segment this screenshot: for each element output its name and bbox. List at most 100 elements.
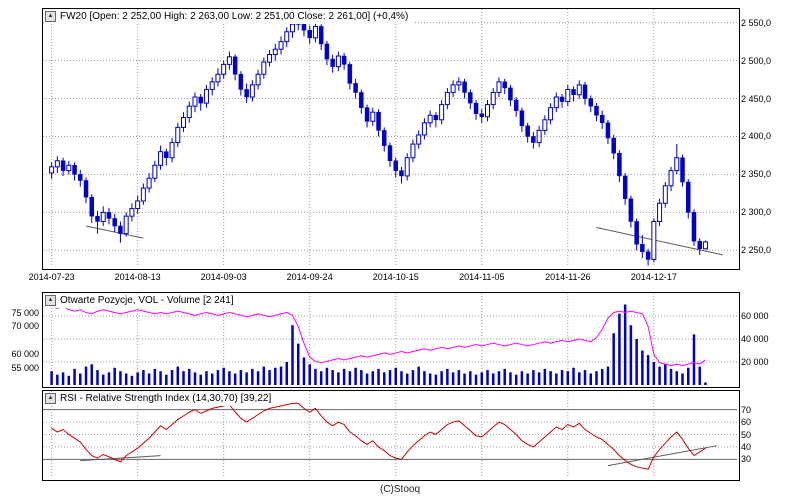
candle bbox=[565, 88, 571, 103]
date-axis-label: 2014-10-15 bbox=[372, 272, 419, 282]
volume-bar bbox=[84, 366, 88, 385]
open-interest-axis-label: 75 000 bbox=[11, 307, 39, 318]
volume-plot[interactable] bbox=[43, 293, 737, 385]
volume-bar bbox=[222, 367, 225, 385]
candle bbox=[164, 151, 169, 158]
volume-bar bbox=[210, 373, 214, 385]
candle bbox=[668, 170, 674, 187]
volume-panel-title: Otwarte Pozycje, VOL - Volume [2 241] bbox=[60, 295, 234, 306]
volume-bar bbox=[285, 362, 289, 385]
collapse-panel-icon[interactable]: ▲ bbox=[45, 393, 56, 404]
volume-bar bbox=[107, 372, 111, 385]
candle bbox=[576, 84, 582, 96]
volume-bar bbox=[159, 371, 162, 385]
candle bbox=[203, 88, 209, 104]
candle bbox=[370, 111, 376, 122]
volume-bar bbox=[486, 370, 489, 385]
price-plot[interactable] bbox=[43, 9, 737, 267]
volume-bar bbox=[314, 368, 317, 385]
candle bbox=[433, 114, 439, 121]
rsi-gridlines bbox=[43, 391, 737, 478]
volume-bar bbox=[652, 362, 656, 385]
volume-bar bbox=[532, 370, 535, 385]
candle bbox=[462, 81, 467, 93]
volume-bar bbox=[520, 371, 524, 385]
candle bbox=[634, 221, 639, 245]
candle bbox=[106, 212, 112, 219]
volume-bar bbox=[101, 374, 105, 385]
volume-gridlines bbox=[43, 293, 737, 385]
volume-bar bbox=[73, 368, 76, 385]
candle bbox=[347, 64, 353, 84]
rsi-line bbox=[51, 402, 706, 470]
candle bbox=[330, 58, 335, 67]
volume-bar bbox=[188, 368, 191, 385]
open-interest-axis-label: 70 000 bbox=[11, 321, 39, 332]
volume-bar bbox=[491, 373, 495, 385]
volume-bar bbox=[245, 372, 248, 385]
candle bbox=[548, 107, 554, 121]
volume-bar bbox=[537, 372, 541, 385]
candle bbox=[513, 99, 519, 111]
candle bbox=[215, 73, 221, 83]
candle bbox=[399, 170, 404, 177]
candle bbox=[393, 160, 398, 171]
volume-bar bbox=[400, 371, 403, 385]
volume-bar bbox=[193, 372, 197, 385]
candle bbox=[496, 81, 502, 93]
candle bbox=[192, 96, 198, 107]
volume-bar bbox=[572, 367, 575, 385]
volume-bar bbox=[308, 364, 311, 385]
volume-bar bbox=[56, 374, 59, 385]
open-interest-axis-label: 60 000 bbox=[11, 349, 39, 360]
candle bbox=[78, 174, 83, 181]
candle bbox=[49, 166, 55, 174]
candle bbox=[387, 145, 393, 162]
candle bbox=[473, 102, 479, 114]
date-axis-label: 2014-09-24 bbox=[286, 272, 333, 282]
candle bbox=[60, 160, 66, 171]
volume-bar bbox=[509, 372, 512, 385]
candle bbox=[181, 117, 187, 128]
volume-axis-label: 40 000 bbox=[741, 334, 769, 344]
candle bbox=[588, 98, 593, 107]
candle bbox=[605, 122, 611, 139]
candle bbox=[456, 81, 462, 86]
volume-bar bbox=[130, 375, 134, 385]
candle bbox=[186, 105, 192, 119]
volume-bar bbox=[348, 371, 352, 385]
candle bbox=[450, 84, 456, 93]
candle bbox=[359, 92, 364, 108]
candle bbox=[267, 54, 273, 63]
volume-bar bbox=[262, 366, 266, 385]
candle bbox=[158, 151, 164, 166]
candle bbox=[382, 130, 387, 146]
volume-bar bbox=[405, 373, 409, 385]
candle bbox=[594, 105, 599, 116]
candle bbox=[324, 43, 330, 60]
candle bbox=[89, 196, 95, 217]
rsi-plot[interactable] bbox=[43, 391, 737, 478]
rsi-axis-label: 60 bbox=[741, 417, 752, 428]
volume-bar bbox=[698, 366, 701, 385]
volume-bars bbox=[50, 304, 707, 385]
candle bbox=[95, 215, 100, 222]
candle bbox=[175, 126, 181, 144]
collapse-panel-icon[interactable]: ▲ bbox=[45, 295, 56, 306]
price-axis-label: 2 550,0 bbox=[741, 17, 772, 28]
volume-bar bbox=[354, 367, 357, 385]
price-panel-title: FW20 [Open: 2 252,00 High: 2 263,00 Low:… bbox=[60, 11, 409, 22]
volume-bar bbox=[228, 371, 231, 385]
candle bbox=[169, 142, 175, 159]
collapse-panel-icon[interactable]: ▲ bbox=[45, 11, 56, 22]
volume-bar bbox=[555, 373, 558, 385]
rsi-trendline bbox=[80, 455, 161, 462]
volume-bar bbox=[669, 368, 673, 385]
candle bbox=[146, 177, 152, 189]
candle bbox=[559, 96, 565, 102]
rsi-axis-label: 70 bbox=[741, 404, 752, 415]
volume-bar bbox=[451, 372, 455, 385]
candle bbox=[272, 48, 278, 56]
volume-bar bbox=[371, 371, 375, 385]
